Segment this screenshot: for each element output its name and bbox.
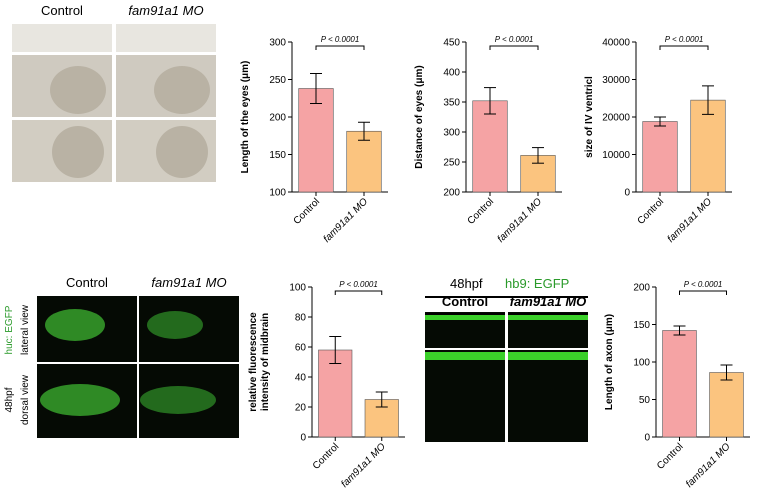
y-axis-label: Length of the eyes (μm) [240,61,251,174]
x-tick-label: fam91a1 MO [684,441,733,490]
y-tick-label: 200 [269,113,286,124]
y-tick-label: 150 [633,320,650,331]
label: lateral view [20,304,31,355]
y-tick-label: 350 [443,98,460,109]
photo [116,24,216,52]
y-axis-label: intensity of midbrain [260,313,271,411]
x-tick-label: Control [655,441,686,472]
y-tick-label: 0 [624,188,630,199]
y-tick-label: 0 [644,433,650,444]
bar [346,130,382,193]
photo [425,350,505,442]
x-tick-label: Control [311,441,342,472]
y-tick-label: 80 [295,313,307,324]
y-tick-label: 300 [269,38,286,49]
x-tick-label: fam91a1 MO [495,196,544,245]
y-axis-label: Distance of eyes (μm) [414,65,425,168]
p-value: P < 0.0001 [684,280,723,289]
y-tick-label: 100 [633,358,650,369]
photo [12,24,112,52]
signal [40,384,120,416]
label: 48hpf [450,276,483,291]
label: 48hpf [4,387,15,412]
significance-bracket [679,290,727,295]
y-tick-label: 60 [295,343,307,354]
bar [662,330,697,438]
x-tick-label: fam91a1 MO [321,196,370,245]
signal [45,309,105,341]
y-tick-label: 300 [443,128,460,139]
y-axis-label: Length of axon (μm) [604,314,615,410]
y-tick-label: 200 [443,188,460,199]
y-tick-label: 30000 [602,75,630,86]
y-tick-label: 100 [289,283,306,294]
y-tick-label: 20000 [602,113,630,124]
y-tick-label: 20 [295,403,307,414]
y-tick-label: 40000 [602,38,630,49]
bar [472,100,508,193]
y-tick-label: 10000 [602,150,630,161]
x-tick-label: Control [636,196,667,227]
p-value: P < 0.0001 [495,35,534,44]
yolk [156,126,208,178]
y-tick-label: 450 [443,38,460,49]
bar [642,121,678,193]
bar [298,88,334,193]
bar [318,349,353,438]
y-tick-label: 100 [269,188,286,199]
significance-bracket [489,45,539,50]
signal [508,352,588,360]
significance-bracket [334,290,383,295]
label: Control [41,3,83,18]
p-value: P < 0.0001 [339,280,378,289]
signal [140,386,216,414]
y-tick-label: 150 [269,150,286,161]
y-tick-label: 50 [639,395,651,406]
label: fam91a1 MO [510,294,587,309]
p-value: P < 0.0001 [665,35,704,44]
signal [425,352,505,360]
bar [520,155,556,193]
label: huc: EGFP [4,305,15,354]
signal [147,311,203,339]
label: dorsal view [20,374,31,425]
x-tick-label: Control [466,196,497,227]
y-axis-label: relative fluorescence [248,312,259,412]
signal [425,314,505,320]
yolk [154,66,210,114]
yolk [52,126,104,178]
x-tick-label: Control [292,196,323,227]
y-tick-label: 0 [300,433,306,444]
y-tick-label: 200 [633,283,650,294]
y-tick-label: 40 [295,373,307,384]
yolk [50,66,106,114]
label: fam91a1 MO [151,275,226,290]
significance-bracket [659,45,709,50]
label: fam91a1 MO [128,3,203,18]
y-tick-label: 400 [443,68,460,79]
y-axis-label: size of IV ventricl [584,76,595,158]
label: hb9: EGFP [505,276,569,291]
label: Control [442,294,488,309]
bar [709,372,744,438]
significance-bracket [315,45,365,50]
y-tick-label: 250 [269,75,286,86]
photo [508,350,588,442]
signal [508,314,588,320]
bar [690,99,726,193]
p-value: P < 0.0001 [321,35,360,44]
x-tick-label: fam91a1 MO [665,196,714,245]
label: Control [66,275,108,290]
y-tick-label: 250 [443,158,460,169]
x-tick-label: fam91a1 MO [339,441,388,490]
